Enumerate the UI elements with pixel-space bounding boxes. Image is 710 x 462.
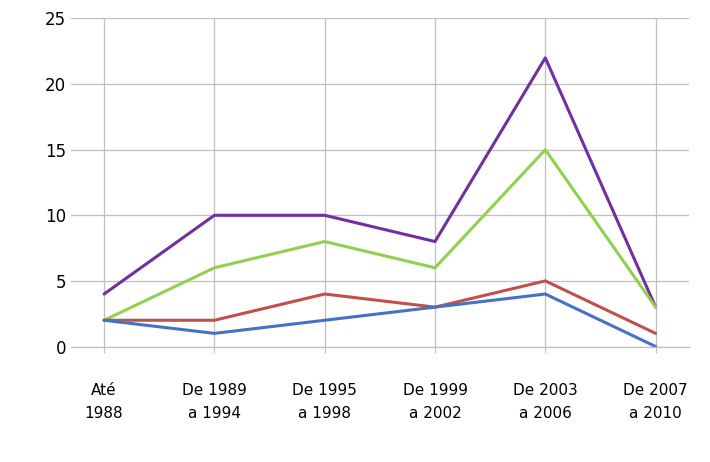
Text: a 1998: a 1998 [298, 406, 351, 420]
Text: De 2003: De 2003 [513, 383, 578, 398]
Text: Até: Até [92, 383, 117, 398]
Text: a 2006: a 2006 [519, 406, 572, 420]
Text: De 1995: De 1995 [293, 383, 357, 398]
Text: 1988: 1988 [84, 406, 124, 420]
Text: De 1999: De 1999 [403, 383, 467, 398]
Text: De 1989: De 1989 [182, 383, 247, 398]
Text: De 2007: De 2007 [623, 383, 688, 398]
Text: a 2002: a 2002 [409, 406, 462, 420]
Text: a 1994: a 1994 [188, 406, 241, 420]
Text: a 2010: a 2010 [629, 406, 682, 420]
